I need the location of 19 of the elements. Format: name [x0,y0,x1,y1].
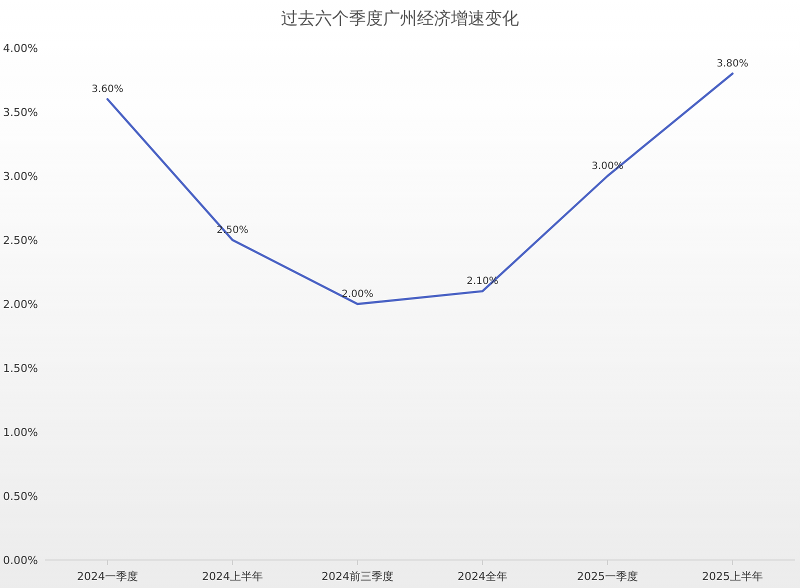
x-tick-label: 2025上半年 [702,570,763,583]
y-tick-label: 2.00% [3,298,38,311]
y-tick-label: 3.50% [3,106,38,119]
y-tick-label: 4.00% [3,42,38,55]
chart-title: 过去六个季度广州经济增速变化 [281,9,519,29]
y-tick-label: 0.00% [3,554,38,567]
data-label: 2.00% [342,289,374,300]
y-tick-label: 0.50% [3,490,38,503]
y-tick-label: 2.50% [3,234,38,247]
x-tick-label: 2024全年 [458,570,508,583]
y-tick-label: 1.50% [3,362,38,375]
data-label: 3.80% [716,58,748,70]
x-tick-label: 2024前三季度 [322,570,394,583]
y-tick-label: 3.00% [3,170,38,183]
data-label: 3.60% [92,84,124,96]
x-tick-label: 2025一季度 [577,570,638,583]
x-tick-label: 2024一季度 [77,570,138,583]
y-tick-label: 1.00% [3,426,38,439]
x-tick-label: 2024上半年 [202,570,263,583]
